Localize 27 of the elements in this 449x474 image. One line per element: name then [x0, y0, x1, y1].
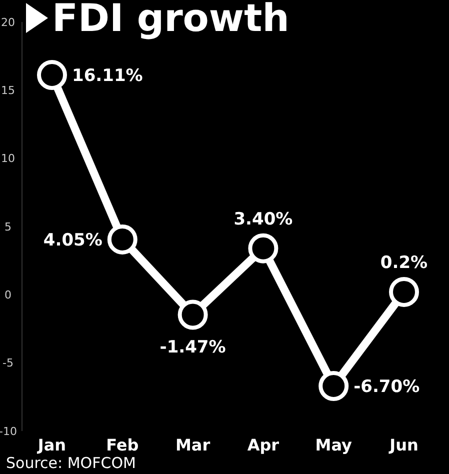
- y-tick-label: 15: [1, 84, 15, 98]
- x-tick-label: Apr: [247, 435, 280, 454]
- y-tick-label: -10: [0, 424, 17, 438]
- data-label: 16.11%: [72, 66, 143, 86]
- point: [248, 233, 278, 264]
- y-tick-label: 20: [1, 16, 15, 29]
- y-tick-label: 5: [4, 220, 12, 234]
- x-tick-label: Feb: [106, 435, 139, 454]
- y-tick-label: 10: [1, 152, 15, 166]
- point: [107, 224, 138, 254]
- point: [178, 300, 208, 330]
- data-label: -6.70%: [354, 377, 420, 398]
- point: [37, 60, 67, 90]
- data-label: -1.47%: [160, 338, 226, 358]
- x-tick-label: Jun: [388, 435, 418, 454]
- x-tick-label: May: [315, 435, 352, 454]
- x-tick-label: Jan: [36, 435, 66, 454]
- x-tick-label: Mar: [175, 435, 210, 454]
- chart-title: FDI growth: [52, 0, 290, 40]
- source-note: Source: MOFCOM: [6, 454, 136, 472]
- y-tick-label: -5: [2, 356, 14, 370]
- point: [318, 371, 349, 402]
- data-label: 3.40%: [234, 209, 293, 230]
- point: [389, 276, 419, 307]
- y-tick-label: 0: [4, 288, 12, 302]
- data-label: 4.05%: [43, 230, 102, 250]
- data-label: 0.2%: [380, 252, 428, 273]
